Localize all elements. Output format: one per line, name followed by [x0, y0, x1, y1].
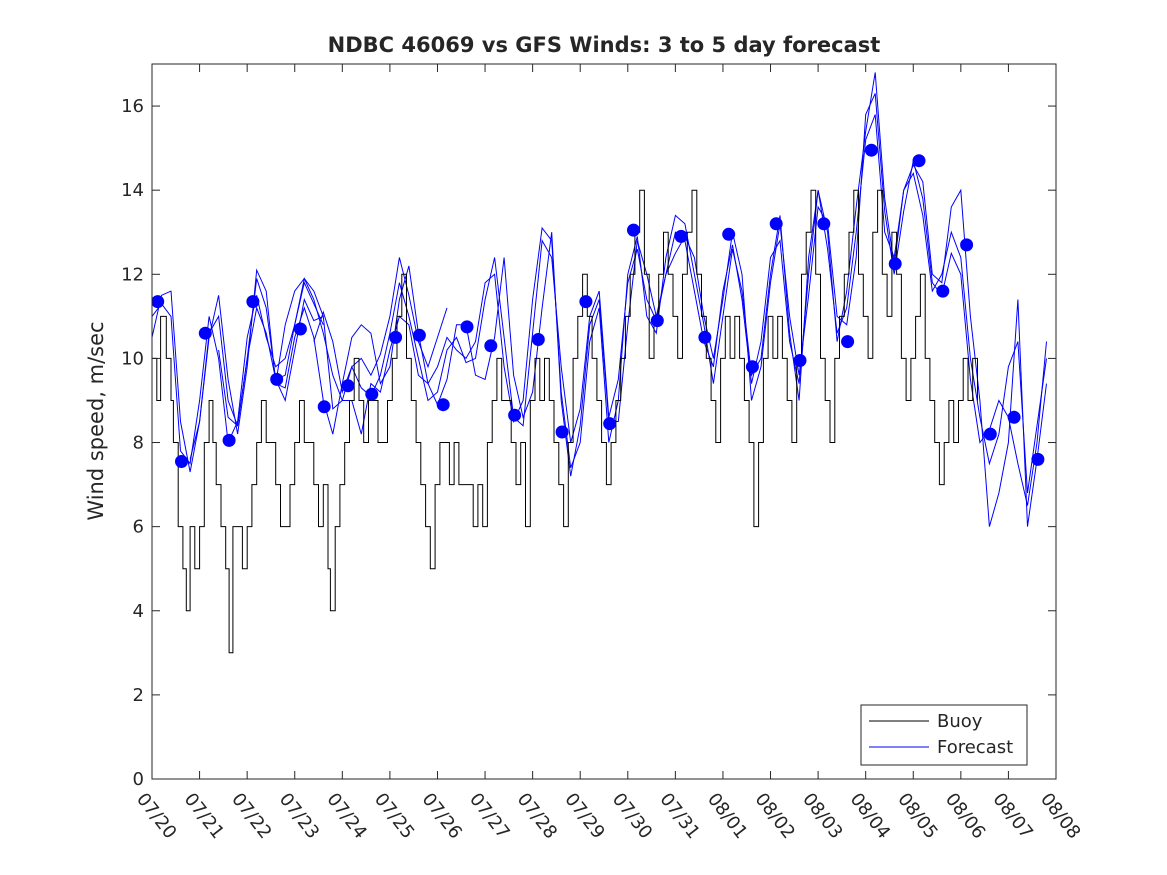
- forecast-markers: [152, 143, 1045, 468]
- forecast-marker: [793, 354, 807, 367]
- forecast-marker: [175, 455, 188, 468]
- forecast-marker: [698, 330, 712, 344]
- chart-title: NDBC 46069 vs GFS Winds: 3 to 5 day fore…: [328, 33, 881, 57]
- x-tick-label: 07/23: [275, 789, 323, 843]
- forecast-marker: [270, 372, 284, 386]
- x-tick-label: 07/27: [465, 789, 513, 843]
- legend-forecast-label: Forecast: [937, 737, 1013, 758]
- forecast-marker: [579, 295, 593, 309]
- x-tick-label: 08/01: [703, 789, 751, 843]
- forecast-marker: [152, 295, 165, 309]
- legend: Buoy Forecast: [860, 704, 1028, 766]
- forecast-marker: [246, 295, 260, 309]
- forecast-marker: [650, 314, 664, 328]
- x-tick-label: 07/26: [418, 789, 466, 843]
- forecast-line: [189, 93, 1047, 506]
- forecast-marker: [484, 339, 498, 353]
- forecast-line: [275, 72, 1047, 527]
- forecast-marker: [745, 360, 759, 374]
- legend-buoy-label: Buoy: [937, 711, 983, 732]
- x-tick-label: 07/29: [560, 789, 608, 843]
- forecast-marker: [293, 322, 307, 336]
- buoy-line: [152, 189, 978, 654]
- legend-box: [860, 704, 1028, 766]
- forecast-marker: [508, 408, 522, 422]
- y-tick-label: 10: [121, 348, 144, 369]
- forecast-marker: [627, 223, 640, 237]
- forecast-marker: [983, 427, 997, 441]
- y-tick-label: 6: [133, 517, 144, 538]
- forecast-marker: [722, 227, 736, 241]
- x-tick-label: 08/02: [751, 789, 799, 843]
- y-tick-label: 16: [121, 96, 144, 117]
- forecast-marker: [389, 330, 403, 344]
- y-tick-label: 0: [133, 769, 144, 790]
- x-tick-label: 08/04: [846, 789, 894, 843]
- forecast-marker: [222, 433, 236, 447]
- x-tick-label: 07/24: [322, 789, 370, 843]
- y-tick-label: 12: [121, 264, 144, 285]
- x-tick-label: 07/28: [513, 789, 561, 843]
- y-tick-label: 4: [133, 601, 144, 622]
- forecast-marker: [817, 217, 831, 231]
- forecast-marker: [603, 417, 617, 431]
- y-tick-label: 14: [121, 180, 144, 201]
- x-tick-label: 07/31: [655, 789, 703, 843]
- forecast-marker: [317, 400, 331, 414]
- forecast-marker: [1031, 452, 1045, 466]
- x-tick-label: 08/05: [893, 789, 941, 843]
- buoy-series: [152, 189, 978, 654]
- y-tick-label: 2: [133, 685, 144, 706]
- x-tick-label: 07/22: [227, 789, 275, 843]
- axes-frame: [151, 63, 1057, 780]
- forecast-line: [218, 114, 1047, 494]
- x-tick-label: 08/03: [798, 789, 846, 843]
- y-axis: 0 2 4 6 8 10 12 14 16: [121, 96, 1056, 790]
- x-tick-label: 07/21: [180, 789, 228, 843]
- x-tick-label: 07/30: [608, 789, 656, 843]
- x-tick-label: 07/25: [370, 789, 418, 843]
- forecast-marker: [864, 143, 878, 157]
- forecast-marker: [888, 257, 902, 271]
- x-tick-label: 08/07: [988, 789, 1036, 843]
- y-axis-label: Wind speed, m/sec: [84, 321, 108, 520]
- forecast-marker: [412, 328, 426, 342]
- y-tick-label: 8: [133, 433, 144, 454]
- forecast-marker: [198, 326, 212, 340]
- forecast-marker: [674, 229, 688, 243]
- forecast-marker: [960, 238, 974, 252]
- forecast-marker: [841, 335, 855, 349]
- forecast-marker: [912, 154, 926, 168]
- forecast-marker: [936, 284, 950, 298]
- x-tick-label: 07/20: [132, 789, 180, 843]
- forecast-marker: [769, 217, 783, 231]
- forecast-marker: [365, 387, 379, 401]
- forecast-series: [152, 72, 1047, 527]
- plot-area: [152, 72, 1047, 654]
- forecast-line: [313, 257, 448, 394]
- forecast-marker: [341, 379, 355, 393]
- forecast-marker: [1007, 410, 1021, 424]
- x-tick-label: 08/06: [941, 789, 989, 843]
- forecast-marker: [436, 398, 450, 412]
- forecast-marker: [555, 425, 569, 439]
- forecast-marker: [531, 333, 545, 346]
- x-tick-label: 08/08: [1036, 789, 1084, 843]
- forecast-marker: [460, 320, 474, 334]
